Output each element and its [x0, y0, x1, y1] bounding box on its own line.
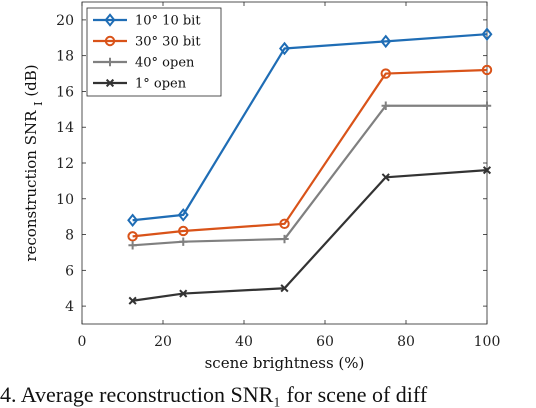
legend: 10° 10 bit 30° 30 bit 40° open 1° open [86, 7, 222, 97]
data-point [381, 173, 390, 182]
data-point [481, 64, 493, 76]
legend-label: 40° open [135, 56, 195, 71]
data-point [280, 234, 289, 244]
series-4 [128, 166, 492, 305]
legend-marker [105, 57, 115, 67]
y-tick-label: 18 [56, 49, 74, 65]
y-axis-label-main: reconstruction SNR [22, 106, 40, 262]
y-tick-label: 10 [56, 192, 74, 208]
y-tick-label: 20 [56, 13, 74, 29]
y-axis-label-subscript: I [32, 101, 45, 105]
x-tick-label: 100 [474, 334, 501, 350]
series-1 [127, 27, 493, 228]
data-point [179, 289, 188, 298]
figure-caption: 4. Average reconstruction SNR₁ for scene… [0, 382, 428, 407]
legend-entry: 1° open [93, 77, 187, 92]
x-axis-label: scene brightness (%) [205, 354, 365, 372]
data-point [279, 218, 290, 230]
legend-marker [104, 13, 116, 27]
data-point [179, 237, 188, 246]
x-tick-label: 20 [154, 334, 172, 350]
y-tick-label: 14 [56, 120, 74, 136]
data-point [482, 166, 492, 175]
data-point [127, 231, 138, 242]
x-tick-label: 80 [397, 334, 415, 350]
y-tick-label: 12 [56, 156, 74, 172]
data-point [128, 241, 137, 250]
x-tick-label: 40 [235, 334, 253, 350]
data-point [127, 213, 139, 228]
legend-entry: 40° open [93, 56, 195, 71]
line-chart: 0 20 40 60 80 100 4 6 8 10 12 14 16 18 20 10° 10 bit 3… [22, 1, 501, 372]
data-point [481, 27, 493, 41]
x-axis-ticks: 0 20 40 60 80 100 [78, 2, 501, 350]
y-tick-label: 4 [65, 299, 74, 315]
y-axis-ticks: 4 6 8 10 12 14 16 18 20 [56, 13, 487, 315]
data-point [280, 284, 289, 293]
legend-entry: 30° 30 bit [93, 35, 201, 50]
data-point [380, 68, 391, 79]
y-tick-label: 16 [56, 84, 74, 100]
y-axis-label: reconstruction SNR I (dB) [22, 64, 45, 261]
series-layer [127, 27, 493, 305]
series-line [132, 68, 488, 238]
y-tick-label: 6 [65, 263, 74, 279]
data-point [177, 208, 189, 222]
x-tick-label: 0 [78, 334, 87, 350]
x-tick-label: 60 [316, 334, 334, 350]
series-2 [127, 64, 493, 242]
data-point [178, 225, 189, 237]
legend-marker [105, 78, 115, 88]
data-point [381, 101, 390, 110]
legend-label: 10° 10 bit [135, 14, 201, 29]
legend-marker [104, 35, 116, 47]
legend-label: 1° open [135, 77, 187, 92]
y-tick-label: 8 [65, 228, 74, 244]
data-point [128, 296, 137, 305]
legend-label: 30° 30 bit [135, 35, 201, 50]
data-point [279, 41, 290, 56]
series-line [132, 104, 487, 247]
legend-entry: 10° 10 bit [93, 13, 201, 29]
y-axis-label-unit: (dB) [22, 64, 40, 101]
data-point [380, 34, 392, 49]
series-line [132, 33, 488, 222]
data-point [482, 101, 492, 110]
series-3 [128, 101, 492, 250]
